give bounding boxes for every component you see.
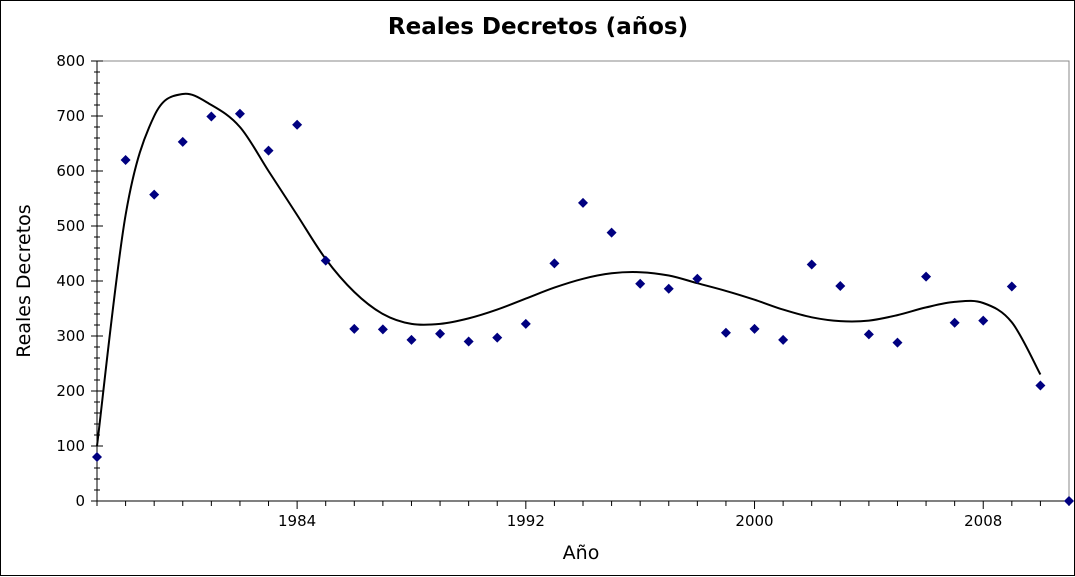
x-tick-label: 2000 [735, 512, 773, 530]
data-point [177, 136, 188, 147]
y-tick-label: 500 [56, 217, 85, 235]
data-point [578, 197, 588, 208]
data-point [835, 280, 846, 291]
data-point [435, 328, 446, 339]
data-point [663, 283, 674, 294]
data-point [892, 337, 903, 348]
y-tick-label: 100 [56, 437, 85, 455]
data-point [692, 273, 703, 284]
y-tick-label: 0 [75, 492, 85, 510]
data-point [1006, 281, 1017, 292]
y-tick-label: 300 [56, 327, 85, 345]
data-point [492, 332, 503, 343]
data-point [549, 258, 560, 269]
data-point [921, 271, 932, 282]
data-point [349, 323, 360, 334]
data-point [778, 334, 789, 345]
x-tick-label: 2008 [964, 512, 1002, 530]
data-point [206, 111, 217, 122]
plot-area [96, 60, 1070, 502]
data-point [635, 278, 646, 289]
data-point [263, 145, 274, 156]
y-tick-label: 600 [56, 162, 85, 180]
y-tick-label: 400 [56, 272, 85, 290]
data-point [292, 119, 303, 130]
data-point [520, 318, 531, 329]
trend-line [96, 92, 1042, 447]
data-point [1035, 380, 1046, 391]
data-point [406, 334, 417, 345]
y-tick-label: 200 [56, 382, 85, 400]
y-tick-label: 700 [56, 107, 85, 125]
data-point [606, 227, 617, 238]
data-point [120, 155, 131, 165]
x-axis-title: Año [563, 542, 600, 564]
data-point [749, 323, 760, 334]
data-point [978, 315, 989, 326]
chart-title: Reales Decretos (años) [388, 14, 688, 40]
y-axis-title: Reales Decretos [13, 204, 35, 357]
data-point [234, 108, 245, 119]
data-point [320, 255, 331, 266]
data-point [863, 329, 874, 340]
data-point [463, 336, 474, 347]
data-point [949, 317, 960, 328]
data-point [149, 189, 160, 200]
x-tick-label: 1984 [278, 512, 316, 530]
data-point [720, 327, 731, 338]
data-point [377, 324, 388, 335]
data-point [1064, 496, 1074, 506]
data-point [806, 259, 817, 270]
data-point [92, 452, 102, 462]
y-tick-label: 800 [56, 52, 85, 70]
x-tick-label: 1992 [507, 512, 545, 530]
